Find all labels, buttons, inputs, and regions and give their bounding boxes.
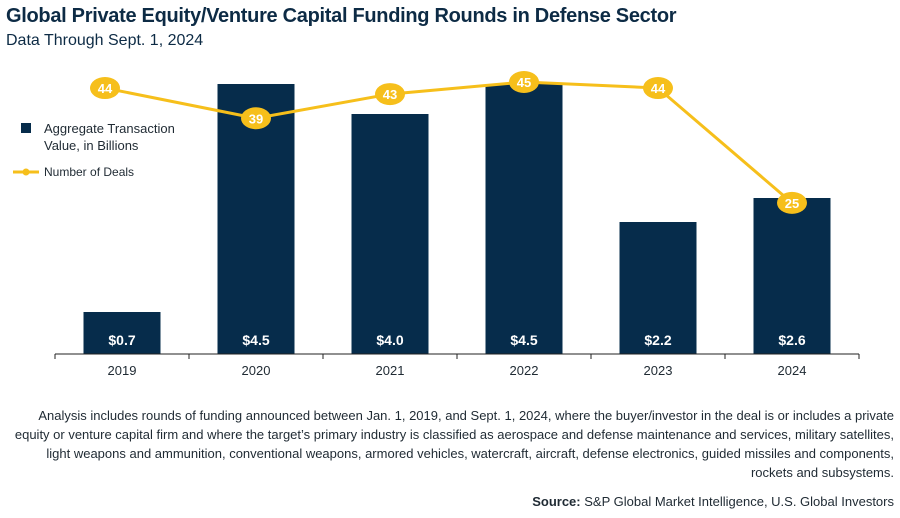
legend-line-marker (22, 168, 30, 176)
deals-line-series: 44 39 43 45 44 25 (90, 71, 807, 214)
legend-bar-label-line1: Aggregate Transaction (44, 121, 175, 136)
deals-line (104, 80, 793, 205)
deal-value-label: 39 (249, 111, 263, 126)
x-tick-label: 2020 (242, 363, 271, 378)
methodology-note: Analysis includes rounds of funding anno… (14, 408, 894, 480)
funding-chart: $0.7 $4.5 $4.0 $4.5 $2.2 $2.6 2019 2020 2021 202… (13, 71, 860, 378)
deal-value-label: 44 (651, 81, 666, 96)
bar-2021 (351, 114, 429, 354)
bar-2022 (485, 84, 563, 354)
deal-marker (90, 77, 120, 100)
x-tick-label: 2024 (778, 363, 807, 378)
bar-2019 (83, 312, 161, 354)
bar-value-label: $4.5 (242, 332, 269, 348)
bar-2024 (753, 198, 831, 354)
deal-value-label: 25 (785, 196, 799, 211)
chart-subtitle: Data Through Sept. 1, 2024 (6, 32, 204, 49)
deal-marker (777, 191, 807, 214)
legend-bar-label-line2: Value, in Billions (44, 138, 139, 153)
x-tick-label: 2022 (510, 363, 539, 378)
deal-value-label: 45 (517, 75, 531, 90)
legend: Aggregate Transaction Value, in Billions… (13, 121, 175, 179)
deal-marker (375, 83, 405, 106)
deal-marker (643, 77, 673, 100)
x-axis-ticks: 2019 2020 2021 2022 2023 2024 (54, 354, 860, 378)
legend-line-label: Number of Deals (44, 165, 134, 179)
x-tick-label: 2021 (376, 363, 405, 378)
x-tick-label: 2019 (108, 363, 137, 378)
chart-title: Global Private Equity/Venture Capital Fu… (6, 5, 677, 27)
deal-value-label: 43 (383, 87, 397, 102)
legend-bar-swatch (21, 123, 31, 133)
bar-value-label: $2.6 (778, 332, 805, 348)
bar-value-label: $2.2 (644, 332, 671, 348)
source-label: Source: (532, 494, 581, 509)
deal-marker (509, 71, 539, 93)
bar-value-label: $4.0 (376, 332, 403, 348)
x-tick-label: 2023 (644, 363, 673, 378)
bar-value-label: $4.5 (510, 332, 537, 348)
deal-marker (241, 107, 271, 130)
bar-2023 (619, 222, 697, 354)
deal-value-label: 44 (98, 81, 113, 96)
bar-value-label: $0.7 (108, 332, 135, 348)
source-line: Source: S&P Global Market Intelligence, … (532, 494, 894, 509)
source-text: S&P Global Market Intelligence, U.S. Glo… (584, 494, 894, 509)
bar-series: $0.7 $4.5 $4.0 $4.5 $2.2 $2.6 (83, 84, 831, 354)
